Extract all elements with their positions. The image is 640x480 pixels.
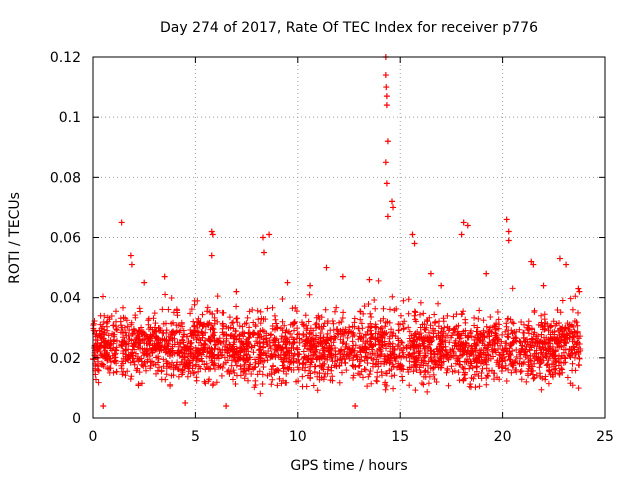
y-tick-label: 0.12 xyxy=(50,50,81,66)
x-tick-label: 5 xyxy=(191,429,200,445)
data-point xyxy=(427,270,434,277)
data-series-roti xyxy=(90,54,584,409)
roti-cloud xyxy=(90,277,584,397)
data-point xyxy=(307,282,314,289)
x-tick-label: 25 xyxy=(596,429,614,445)
data-point xyxy=(339,273,346,280)
data-point xyxy=(261,249,268,256)
data-point xyxy=(505,237,512,244)
x-tick-label: 20 xyxy=(494,429,512,445)
data-point xyxy=(100,402,107,409)
data-point xyxy=(128,261,135,268)
data-point xyxy=(366,276,373,283)
data-point xyxy=(409,231,416,238)
y-tick-label: 0.02 xyxy=(50,351,81,367)
data-point xyxy=(464,222,471,229)
data-point xyxy=(503,216,510,223)
data-point xyxy=(460,219,467,226)
y-tick-label: 0.08 xyxy=(50,170,81,186)
data-point xyxy=(383,84,390,91)
data-point xyxy=(575,285,582,292)
data-point xyxy=(384,213,391,220)
data-point xyxy=(383,180,390,187)
data-point xyxy=(390,204,397,211)
data-point xyxy=(382,159,389,166)
data-point xyxy=(223,402,230,409)
data-point xyxy=(530,261,537,268)
data-point xyxy=(438,282,445,289)
data-point xyxy=(483,270,490,277)
data-point xyxy=(352,402,359,409)
data-point xyxy=(576,288,583,295)
data-point xyxy=(127,252,134,259)
data-point xyxy=(259,234,266,241)
y-tick-label: 0.04 xyxy=(50,291,81,307)
x-tick-label: 10 xyxy=(289,429,307,445)
data-point xyxy=(540,282,547,289)
data-point xyxy=(528,258,535,265)
data-point xyxy=(382,72,389,79)
data-point xyxy=(182,399,189,406)
y-axis: 0 0.02 0.04 0.06 0.08 0.1 0.12 xyxy=(50,50,605,427)
data-point xyxy=(209,231,216,238)
x-axis-label: GPS time / hours xyxy=(290,458,407,474)
data-point xyxy=(323,264,330,271)
x-tick-label: 0 xyxy=(89,429,98,445)
data-point xyxy=(284,279,291,286)
data-point xyxy=(411,240,418,247)
data-point xyxy=(556,255,563,262)
y-tick-label: 0 xyxy=(72,411,81,427)
chart-title: Day 274 of 2017, Rate Of TEC Index for r… xyxy=(160,20,538,36)
x-tick-label: 15 xyxy=(391,429,409,445)
data-point xyxy=(389,198,396,205)
y-tick-label: 0.1 xyxy=(59,110,81,126)
data-point xyxy=(505,228,512,235)
data-point xyxy=(383,102,390,109)
data-point xyxy=(161,273,168,280)
data-point xyxy=(383,93,390,100)
y-axis-label: ROTI / TECUs xyxy=(7,192,23,284)
data-point xyxy=(118,219,125,226)
data-point xyxy=(563,261,570,268)
data-point xyxy=(141,279,148,286)
data-point xyxy=(208,228,215,235)
data-point xyxy=(458,231,465,238)
x-axis: 0 5 10 15 20 25 xyxy=(89,57,614,445)
y-tick-label: 0.06 xyxy=(50,231,81,247)
data-point xyxy=(266,231,273,238)
data-point xyxy=(384,138,391,145)
data-point xyxy=(208,252,215,259)
data-point xyxy=(233,288,240,295)
